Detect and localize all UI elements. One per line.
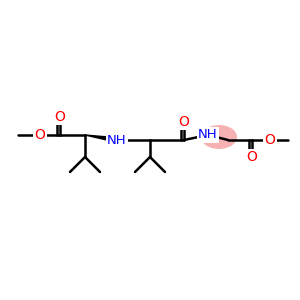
Text: O: O xyxy=(55,110,65,124)
Text: NH: NH xyxy=(198,128,218,142)
Text: O: O xyxy=(178,115,189,129)
Text: O: O xyxy=(247,150,257,164)
Text: O: O xyxy=(265,133,275,147)
Text: O: O xyxy=(34,128,45,142)
Text: NH: NH xyxy=(107,134,127,146)
Polygon shape xyxy=(85,135,117,142)
Ellipse shape xyxy=(201,125,237,149)
